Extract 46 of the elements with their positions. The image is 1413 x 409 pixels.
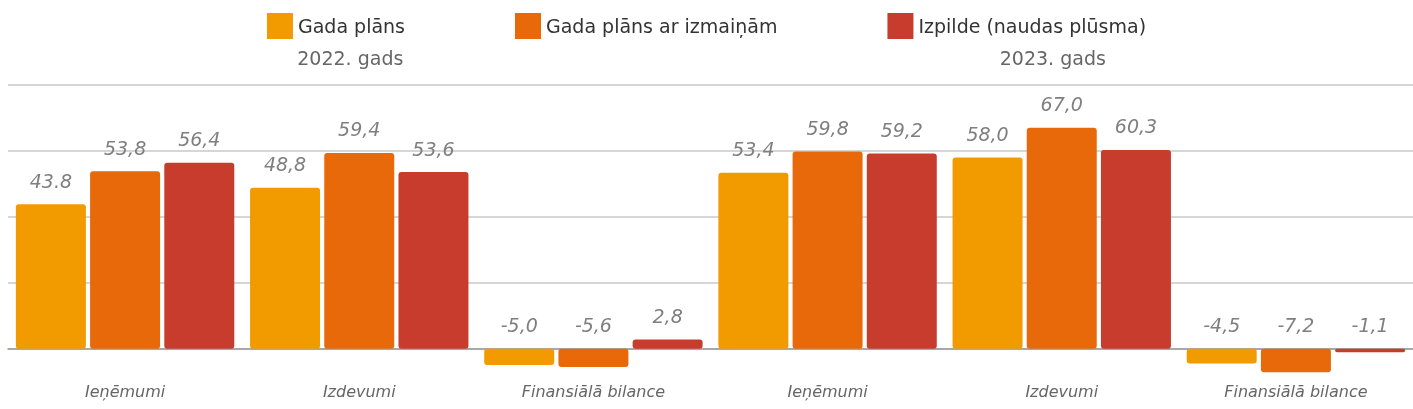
x-tick-label: Finansiālā bilance [1224, 381, 1368, 401]
legend-label: Gada plāns [297, 15, 405, 37]
bar [558, 348, 629, 368]
x-tick-label: Izdevumi [1025, 381, 1099, 401]
bar [324, 152, 395, 349]
bar [250, 187, 321, 349]
x-tick-label: Izdevumi [322, 381, 397, 401]
data-label: -7,2 [1277, 314, 1315, 337]
data-label: 67,0 [1040, 93, 1083, 116]
data-label: 53,4 [732, 138, 775, 161]
data-label: 2,8 [652, 304, 683, 327]
data-label: -5,0 [500, 314, 538, 337]
bar [484, 348, 555, 366]
data-label: -4,5 [1203, 314, 1241, 337]
data-label: 56,4 [178, 128, 221, 151]
bar [952, 157, 1023, 349]
data-label: 58,0 [966, 123, 1009, 145]
data-label: 60,3 [1114, 115, 1158, 138]
bar [632, 339, 703, 349]
bar [1186, 348, 1257, 364]
text: 2023. gads [999, 46, 1106, 69]
legend-label: Gada plāns ar izmaiņām [545, 15, 778, 38]
bar [1026, 127, 1097, 349]
bar [90, 171, 161, 349]
data-label: 59,8 [806, 117, 849, 140]
x-tick-label: Finansiālā bilance [521, 381, 666, 401]
bar [164, 162, 235, 349]
bar [866, 153, 937, 349]
data-label: 59,2 [880, 119, 923, 142]
bar [1260, 348, 1331, 373]
x-tick-label: Ieņēmumi [84, 381, 166, 401]
bar [792, 151, 863, 349]
data-label: 53,8 [103, 136, 147, 159]
x-tick-label: Ieņēmumi [787, 381, 869, 401]
data-label: -5,6 [574, 314, 612, 337]
bar [1100, 149, 1171, 349]
data-label: 59,4 [338, 118, 381, 141]
legend-label: Izpilde (naudas plūsma) [918, 15, 1147, 37]
data-label: 53,6 [412, 137, 455, 160]
bar [398, 172, 469, 349]
bar [718, 172, 789, 349]
data-label: 43.8 [29, 169, 73, 192]
data-label: 48,8 [263, 153, 307, 176]
bar [15, 204, 86, 349]
text: 2022. gads [297, 46, 404, 69]
data-label: -1,1 [1351, 314, 1389, 337]
